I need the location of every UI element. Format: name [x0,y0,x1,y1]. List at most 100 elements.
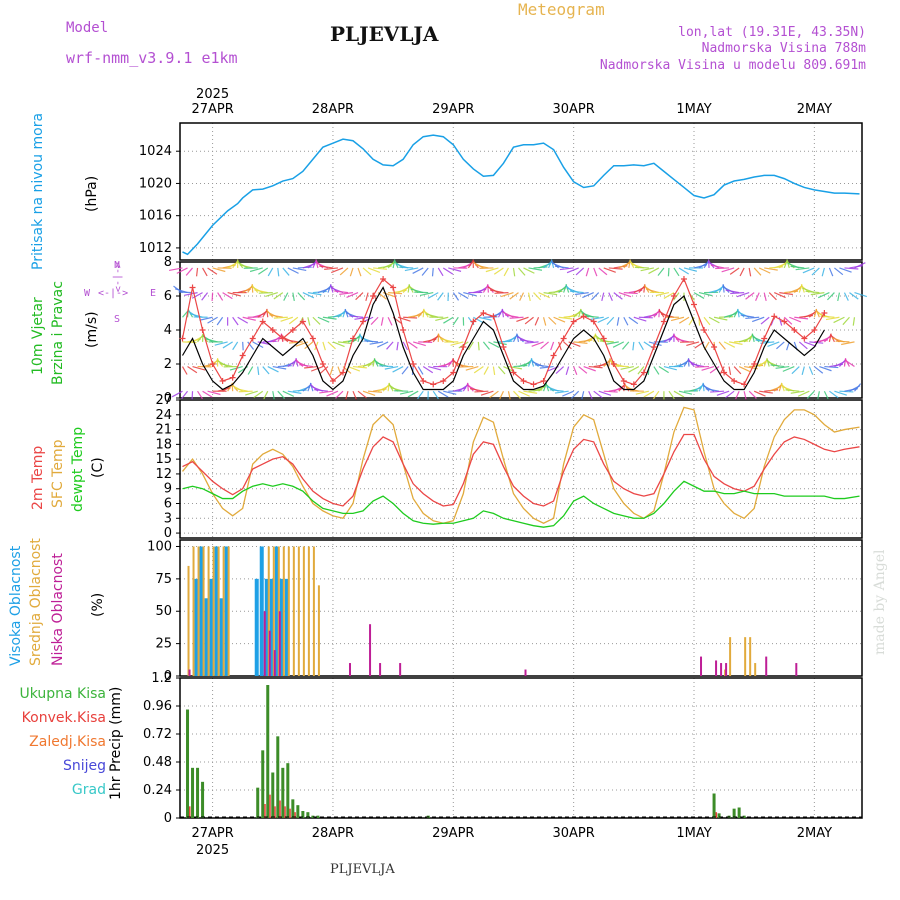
wind-gust-marker [329,378,336,384]
wind-arrow [658,366,669,374]
cloud-mid-bar [307,546,310,676]
wind-arrow [239,264,253,269]
wind-arrow [716,390,730,396]
lonlat-label: lon,lat (19.31E, 43.35N) [678,25,866,40]
y-tick-label: 0.96 [143,699,172,714]
wind-arrow [448,267,462,272]
y-tick-label: 1020 [139,176,172,191]
wind-arrow [237,288,251,294]
wind-arrow [798,341,808,350]
wind-arrow [588,365,603,369]
wind-gust-marker [791,327,798,333]
wind-arrow [597,316,610,323]
y-tick-label: 75 [155,572,172,587]
wind-arrow [813,366,824,374]
wind-arrow [437,292,444,301]
wind-gust-marker [721,369,728,376]
precip-total-bar [186,709,190,818]
cloud-high-bar [199,546,204,676]
cloud-mid-bar [302,546,305,676]
y-tick-label: 4 [164,323,172,338]
wind-arrow [573,366,578,375]
wind-arrow [458,292,469,300]
wind-arrow [708,316,720,324]
top-day-label: 28APR [312,102,354,117]
wind-arrow [753,267,762,276]
wind-arrow [453,387,467,392]
cloud-low-bar [348,663,351,676]
wind-gust-marker [680,276,687,282]
wind-gust-marker [821,310,828,316]
precip-total-bar [271,772,275,818]
wind-gust-marker [761,335,768,342]
cloud-low-bar [188,669,191,676]
wind-arrow [232,341,239,351]
precip-total-bar [732,808,736,818]
wind-arrow [267,366,279,373]
cloud-mid-bar [267,546,270,676]
wind-arrow [435,316,449,321]
wind-gust-marker [801,335,808,342]
wind-arrow [543,292,558,296]
cloud-high-bar [224,546,229,676]
wind-arrow [760,316,770,325]
wind-arrow [263,390,269,400]
wind-arrow [302,292,315,299]
wind-arrow [806,390,815,399]
cloud-low-bar [720,663,723,676]
product-title: Meteogram [518,0,605,19]
wind-arrow [512,267,516,277]
wind-arrow [730,292,745,295]
wind-gust-marker [360,318,367,325]
wind-arrow [207,316,218,324]
wind-gust-marker [711,344,718,350]
precip-legend-item: Zaledj.Kisa [29,734,106,750]
wind-arrow [723,341,736,348]
wind-arrow [849,292,859,300]
cloud-mid-bar [744,637,747,676]
wind-arrow [523,267,535,274]
wind-arrow [540,341,549,350]
wind-arrow [752,316,765,323]
wind-arrow [367,267,381,273]
precip-conv-bar [264,804,266,818]
wind-arrow [584,315,599,318]
wind-arrow [509,316,524,319]
cloud-mid-bar [282,546,285,676]
wind-arrow [258,292,273,294]
wind-arrow [404,267,419,272]
wind-arrow [273,316,288,319]
wind-arrow [272,365,287,370]
wind-gust-marker [420,378,427,384]
wind-arrow [299,364,313,368]
cloud-high-bar [219,598,224,676]
y-tick-label: 0.24 [143,783,172,798]
wind-arrow [413,341,426,347]
wind-gust-marker [751,361,758,367]
cloud-low-bar [263,611,266,676]
cloud-mid-bar [729,637,732,676]
wind-arrow [368,390,382,393]
wind-arrow [835,340,850,343]
wind-arrow [721,267,735,273]
wind-arrow [585,267,590,277]
wind-arrow [635,390,650,395]
wind-arrow [247,366,254,375]
cloud-mid-bar [187,565,190,676]
wind-arrow [242,316,256,321]
wind-arrow [287,390,302,394]
wind-arrow [292,267,307,271]
wind-arrow [620,365,634,370]
wind-arrow [252,341,264,349]
wind-arrow [663,365,677,371]
wind-arrow [507,391,511,400]
cloud-low-bar [700,656,703,676]
wind-arrow [555,366,565,375]
wind-arrow [608,292,613,301]
wind-arrow [284,339,298,343]
wind-arrow [740,314,755,318]
wind-arrow [455,363,469,368]
wind-arrow [591,292,600,301]
wind-arrow [841,341,855,346]
